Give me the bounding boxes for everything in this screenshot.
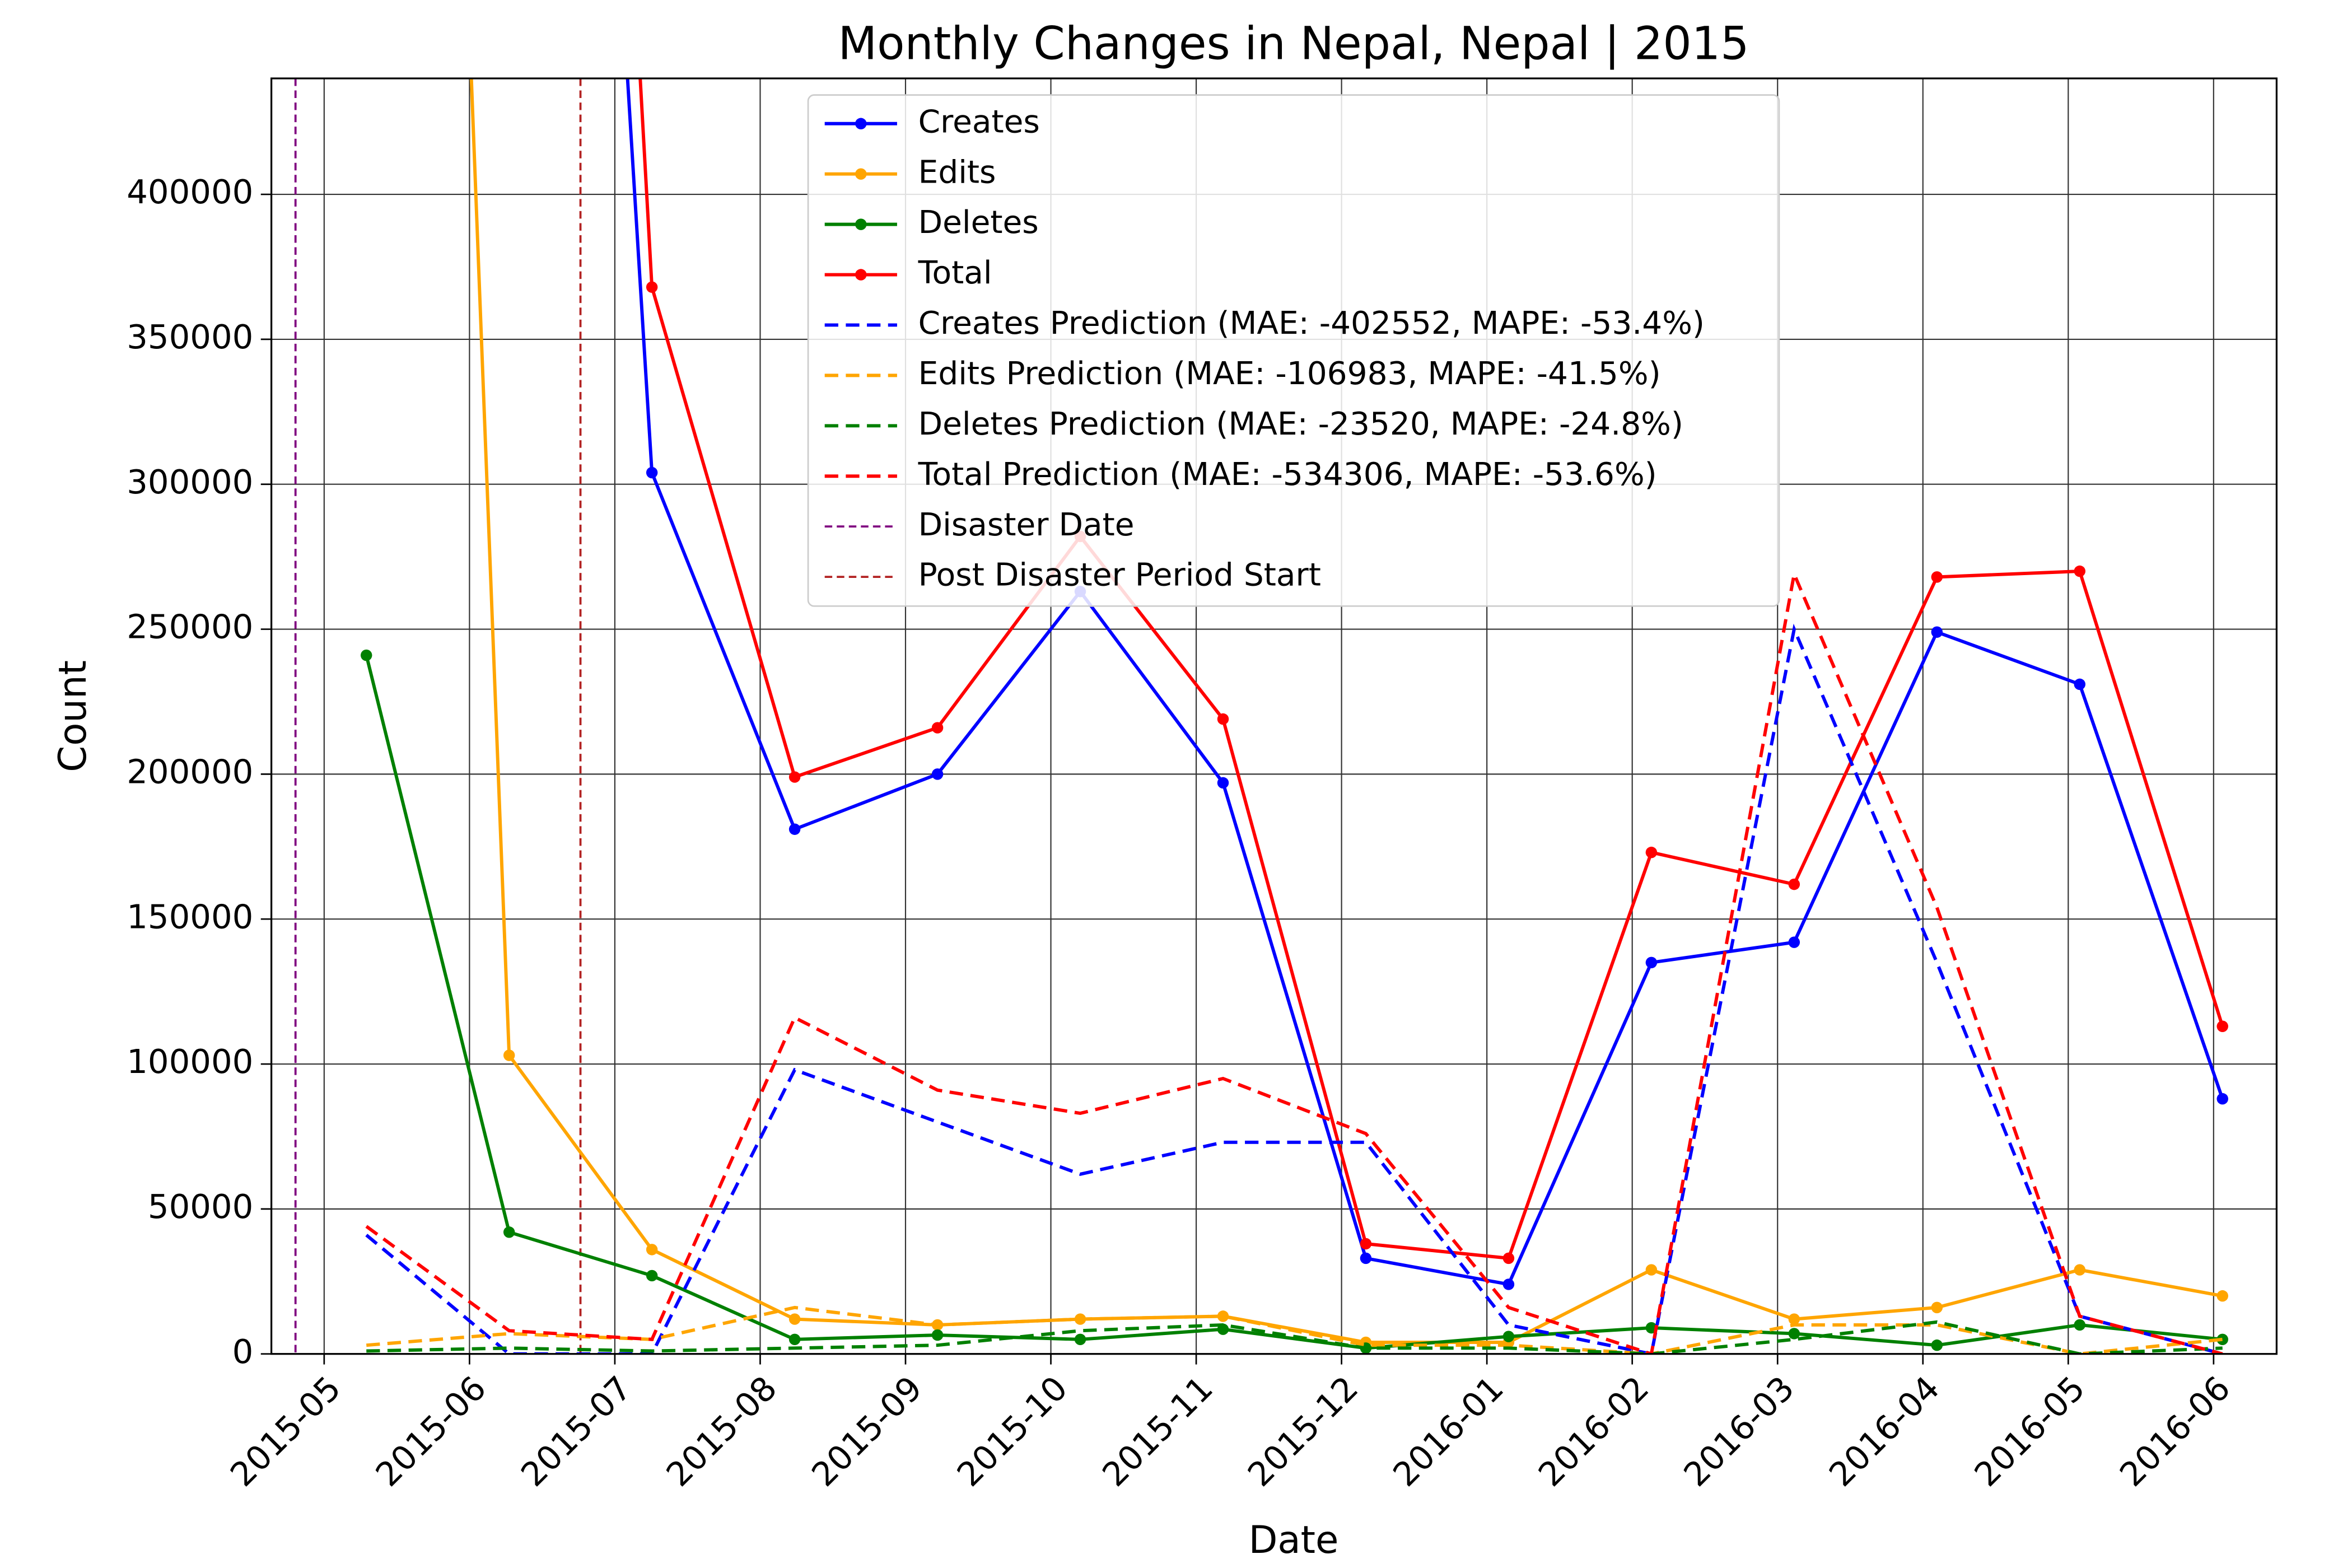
point [1931,1301,1943,1314]
point [2074,678,2085,690]
point [1217,777,1229,789]
point [646,1270,658,1282]
point [2074,565,2085,577]
point [361,649,372,661]
point [931,768,944,780]
marks [294,78,2228,1354]
x-axis-label: Date [1249,1518,1339,1562]
grid [271,78,2277,1355]
point [1931,571,1943,583]
point [1502,1331,1515,1342]
point [788,771,801,783]
series-line [365,623,2223,1354]
legend-label: Deletes Prediction (MAE: -23520, MAPE: -… [918,406,1683,442]
point [1074,1333,1086,1346]
x-tick-label: 2015-12 [1240,1369,1366,1494]
x-tick-label: 2016-06 [2112,1369,2238,1494]
y-tick-label: 100000 [127,1042,253,1081]
point [931,1329,944,1341]
y-axis-label: Count [51,660,95,772]
series-line [626,78,2224,1286]
plot-frame [270,77,2278,1355]
x-tick-label: 2015-11 [1095,1369,1220,1494]
series-line [366,1320,2223,1354]
legend-label: Creates [918,104,1040,140]
point [1788,1313,1800,1325]
point [931,722,944,734]
legend-marker [855,168,867,180]
point [1645,1264,1658,1276]
point [1931,1339,1943,1351]
point [646,1244,658,1256]
legend-label: Total Prediction (MAE: -534306, MAPE: -5… [918,456,1657,493]
point [1217,1310,1229,1322]
point [2216,1093,2228,1105]
legend-marker [855,218,867,230]
legend-label: Post Disaster Period Start [918,557,1321,594]
point [1788,1328,1800,1340]
point [1788,878,1800,890]
point [1217,713,1229,725]
point [2074,1264,2085,1276]
series-line [365,655,2223,1350]
point [1788,936,1800,948]
legend-marker [855,118,867,129]
series-line [365,568,2223,1354]
legend-marker [855,269,867,281]
x-tick-label: 2016-01 [1385,1369,1511,1494]
x-tick-label: 2015-08 [659,1369,785,1494]
point [788,1313,801,1325]
legend-label: Creates Prediction (MAE: -402552, MAPE: … [918,305,1705,342]
point [646,281,658,293]
x-tick-label: 2015-10 [950,1369,1075,1494]
point [1360,1252,1372,1264]
point [1645,846,1658,858]
legend: Creates Edits Deletes Total Creates Predicti… [807,94,1780,607]
y-tick-label: 0 [232,1332,254,1371]
y-tick-label: 350000 [127,318,253,356]
point [2216,1290,2228,1302]
legend-label: Deletes [918,204,1039,241]
point [1502,1252,1515,1264]
point [1931,626,1943,638]
x-tick-label: 2016-04 [1822,1369,1947,1494]
point [788,823,801,835]
y-tick-label: 150000 [127,897,253,936]
x-tick-label: 2015-05 [223,1369,348,1494]
x-tick-label: 2015-07 [514,1369,639,1494]
point [788,1333,801,1346]
y-tick-label: 400000 [127,172,253,211]
point [2074,1319,2085,1331]
x-tick-label: 2016-02 [1531,1369,1656,1494]
point [1502,1278,1515,1290]
legend-label: Total [918,255,992,291]
series-line [366,1305,2223,1354]
point [646,466,658,479]
y-tick-label: 250000 [127,608,253,646]
point [2216,1333,2228,1346]
legend-label: Edits [918,154,996,190]
legend-box [807,94,1780,607]
point [2216,1020,2228,1032]
legend-label: Edits Prediction (MAE: -106983, MAPE: -4… [918,356,1661,392]
point [1645,956,1658,969]
y-tick-label: 200000 [127,752,253,791]
point [1360,1238,1372,1250]
chart-title: Monthly Changes in Nepal, Nepal | 2015 [838,17,1749,70]
y-tick-label: 50000 [148,1187,253,1226]
series-line [638,78,2224,1261]
y-tick-label: 300000 [127,463,253,501]
point [503,1049,515,1061]
x-tick-label: 2016-05 [1967,1369,2092,1494]
point [503,1226,515,1238]
x-tick-label: 2015-09 [804,1369,930,1494]
legend-label: Disaster Date [918,507,1135,543]
x-tick-label: 2016-03 [1676,1369,1802,1494]
x-tick-label: 2015-06 [368,1369,493,1494]
